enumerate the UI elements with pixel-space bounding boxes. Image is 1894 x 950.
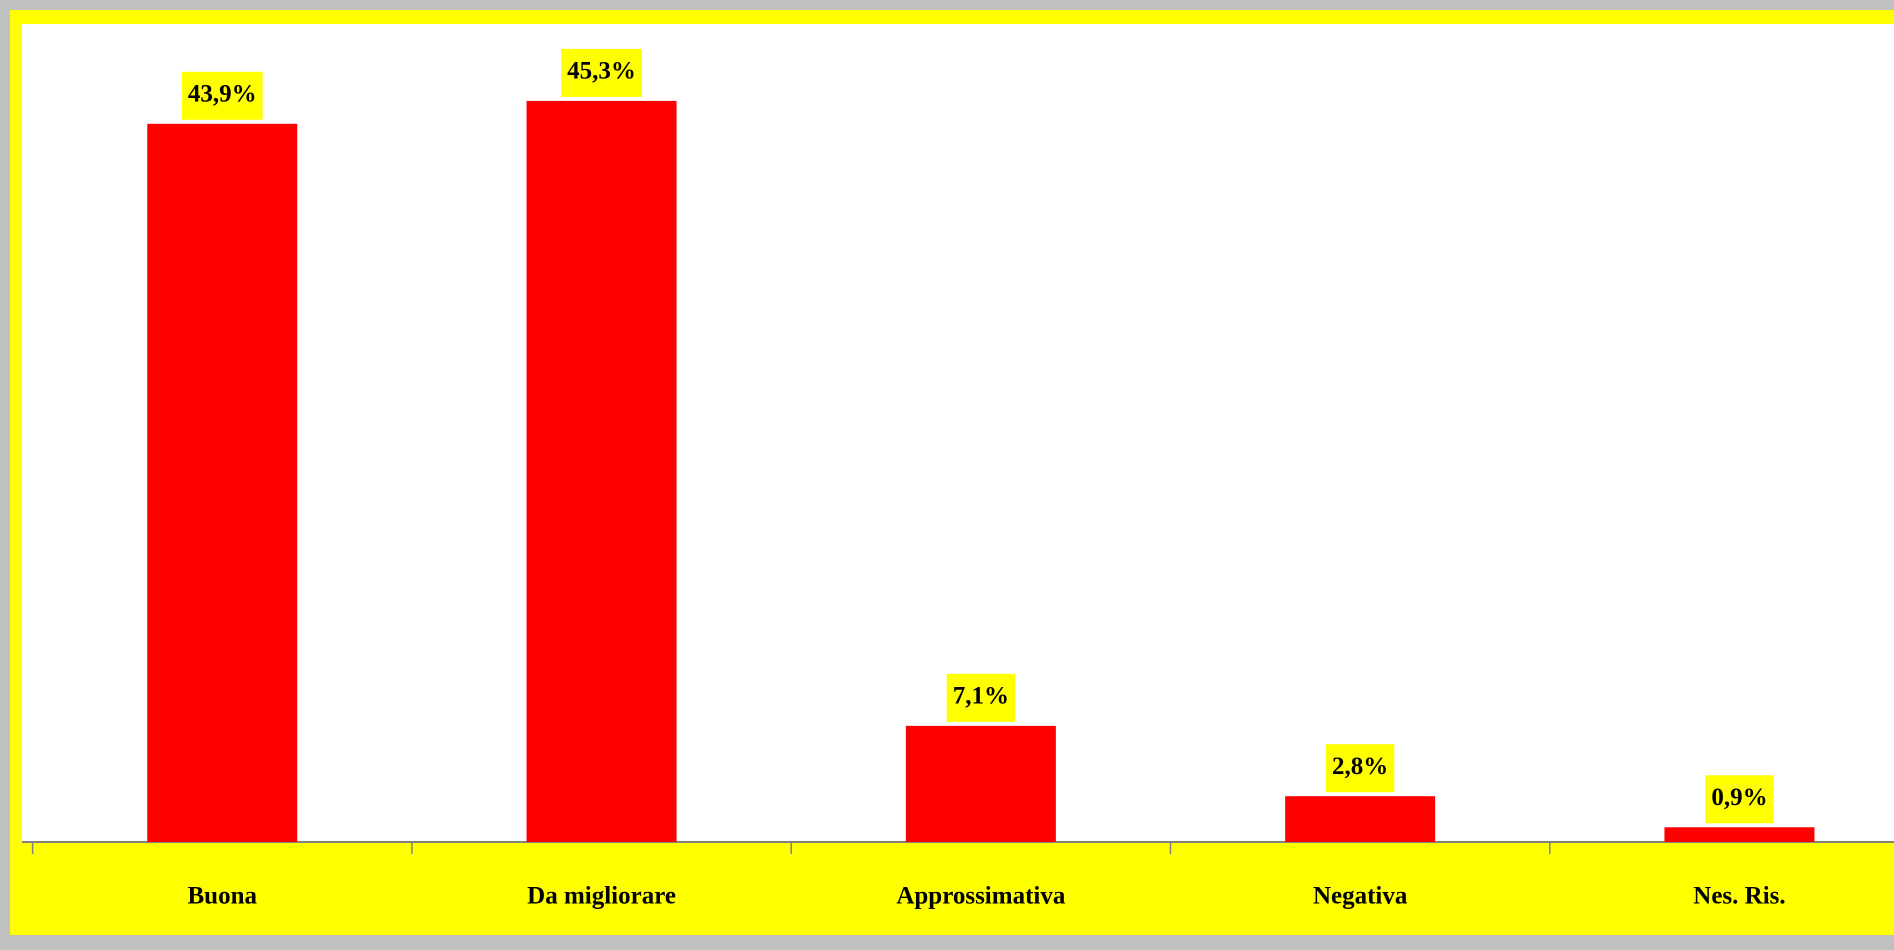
x-tick-label: Approssimativa [896,883,1066,910]
bar [526,100,677,843]
data-label: 7,1% [953,683,1009,710]
data-label-background [1326,744,1395,793]
bar [147,123,298,842]
data-label-background [181,71,263,120]
data-label-background [561,48,642,97]
bar [1285,796,1436,842]
bar [905,725,1056,842]
data-label: 0,9% [1711,784,1767,811]
x-tick-label: Buona [188,883,258,910]
x-tick-label: Negativa [1313,883,1408,910]
data-label-background [1705,775,1774,824]
data-label: 45,3% [567,58,636,85]
data-label: 43,9% [188,81,257,108]
x-tick-label: Nes. Ris. [1693,883,1785,910]
data-label: 2,8% [1332,753,1388,780]
bar [1664,827,1815,842]
data-label-background [946,673,1015,722]
x-tick-label: Da migliorare [527,883,676,910]
